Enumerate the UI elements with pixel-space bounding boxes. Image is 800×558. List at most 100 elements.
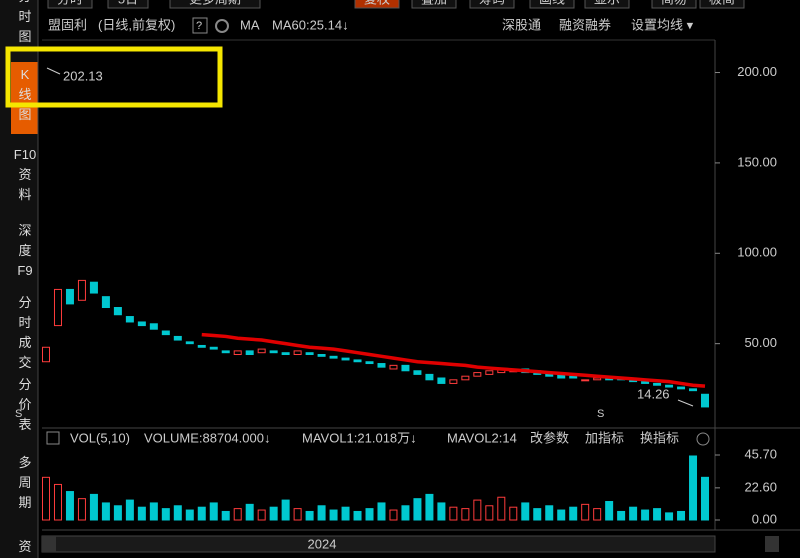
button[interactable]: 加指标	[585, 430, 624, 445]
toolbar-button[interactable]	[469, 0, 515, 9]
toolbar-button[interactable]	[699, 0, 745, 9]
active-tab	[11, 62, 38, 134]
volume-title: VOL(5,10)	[70, 430, 130, 445]
sidebar-tab[interactable]: K 线图	[18, 67, 31, 122]
candle	[173, 335, 182, 341]
toolbar-label: 简易	[661, 0, 687, 6]
button[interactable]: 改参数	[530, 430, 569, 445]
volume-bar	[65, 491, 74, 521]
sidebar-tab[interactable]: F10 资料	[14, 147, 36, 202]
toolbar-button[interactable]	[354, 0, 400, 9]
volume-bar	[125, 499, 134, 521]
volume-bar	[42, 476, 50, 521]
link[interactable]: 设置均线 ▾	[631, 17, 694, 32]
candle	[101, 296, 110, 309]
volume-bar	[221, 510, 230, 521]
volume-bar	[317, 505, 326, 521]
candle	[389, 364, 398, 370]
volume-bar	[653, 508, 662, 521]
sidebar-tab[interactable]: 资	[18, 539, 31, 554]
scroll-right[interactable]	[765, 536, 779, 552]
candle	[77, 279, 86, 301]
volume-bar	[137, 506, 146, 521]
y-tick-label: 45.70	[744, 446, 777, 461]
y-tick-label: 150.00	[737, 154, 777, 169]
settings-icon[interactable]	[215, 19, 229, 33]
candle	[245, 350, 254, 356]
annotation-arrow	[677, 399, 694, 407]
volume-bar	[545, 505, 554, 521]
volume-bar	[449, 506, 458, 521]
toolbar-button[interactable]	[584, 0, 630, 9]
volume-bar	[101, 502, 110, 521]
annotation: 14.26	[637, 386, 670, 401]
volume-bar	[425, 493, 434, 521]
volume-bar	[281, 499, 290, 521]
link[interactable]: 深股通	[502, 17, 541, 32]
toolbar-button[interactable]	[169, 0, 261, 9]
candle	[209, 346, 218, 350]
candle	[665, 384, 674, 388]
toolbar-button[interactable]	[107, 0, 149, 9]
volume-bar	[389, 509, 398, 521]
collapse-box[interactable]	[46, 431, 60, 445]
candle	[197, 344, 206, 348]
help-icon[interactable]	[192, 17, 208, 34]
sidebar-tab[interactable]: 分价表	[18, 377, 31, 432]
candle	[233, 350, 242, 356]
toolbar-button[interactable]	[47, 0, 93, 9]
candle	[581, 379, 590, 382]
scroll-left[interactable]	[42, 536, 56, 552]
sidebar-tab[interactable]: 分时图	[18, 0, 31, 44]
toolbar-button[interactable]	[529, 0, 575, 9]
candle	[689, 388, 698, 392]
candle	[401, 364, 410, 372]
candle	[485, 370, 494, 375]
volume-bar	[473, 499, 482, 521]
toolbar-button[interactable]	[651, 0, 697, 9]
candle	[653, 382, 662, 386]
volume-bar	[89, 493, 98, 521]
toolbar-label: 5日	[118, 0, 138, 6]
candle	[593, 377, 602, 381]
scrollbar[interactable]	[41, 535, 716, 553]
candle	[473, 372, 482, 377]
readout: MAVOL2:14	[447, 430, 517, 445]
toolbar-label: 更多周期	[189, 0, 241, 6]
volume-bar	[485, 505, 494, 521]
sidebar-tab[interactable]: 多周期	[18, 455, 31, 510]
marker: S	[597, 408, 604, 420]
candle	[221, 350, 230, 354]
volume-bar	[149, 502, 158, 521]
readout: VOLUME:88704.000↓	[144, 430, 270, 445]
link[interactable]: 融资融券	[559, 17, 611, 32]
ma60-line	[201, 332, 706, 388]
candle	[437, 377, 446, 384]
stock-name: 盟固利	[48, 17, 87, 32]
candle	[317, 354, 326, 357]
toolbar-label: 筹码	[479, 0, 505, 6]
volume-bar	[701, 476, 709, 521]
candle	[137, 321, 146, 327]
volume-bar	[377, 502, 386, 521]
candle	[53, 288, 62, 327]
volume-bar	[461, 508, 470, 521]
volume-bar	[341, 506, 350, 521]
close-icon[interactable]	[696, 432, 710, 446]
candle	[257, 348, 266, 354]
toolbar-button[interactable]	[411, 0, 457, 9]
button[interactable]: 换指标	[640, 430, 679, 445]
annotation: 202.13	[63, 68, 103, 83]
candle	[269, 350, 278, 354]
candle	[329, 355, 338, 359]
subtitle: (日线,前复权)	[98, 17, 175, 32]
help-icon-glyph: ?	[196, 20, 202, 32]
candle	[365, 361, 374, 365]
sidebar-tab[interactable]: 分时成交	[18, 295, 31, 370]
volume-bar	[581, 503, 590, 521]
sidebar-tab[interactable]: 深度 F9	[17, 223, 32, 278]
volume-bar	[293, 508, 302, 521]
candle	[377, 363, 386, 368]
indicator: MA	[240, 17, 260, 32]
